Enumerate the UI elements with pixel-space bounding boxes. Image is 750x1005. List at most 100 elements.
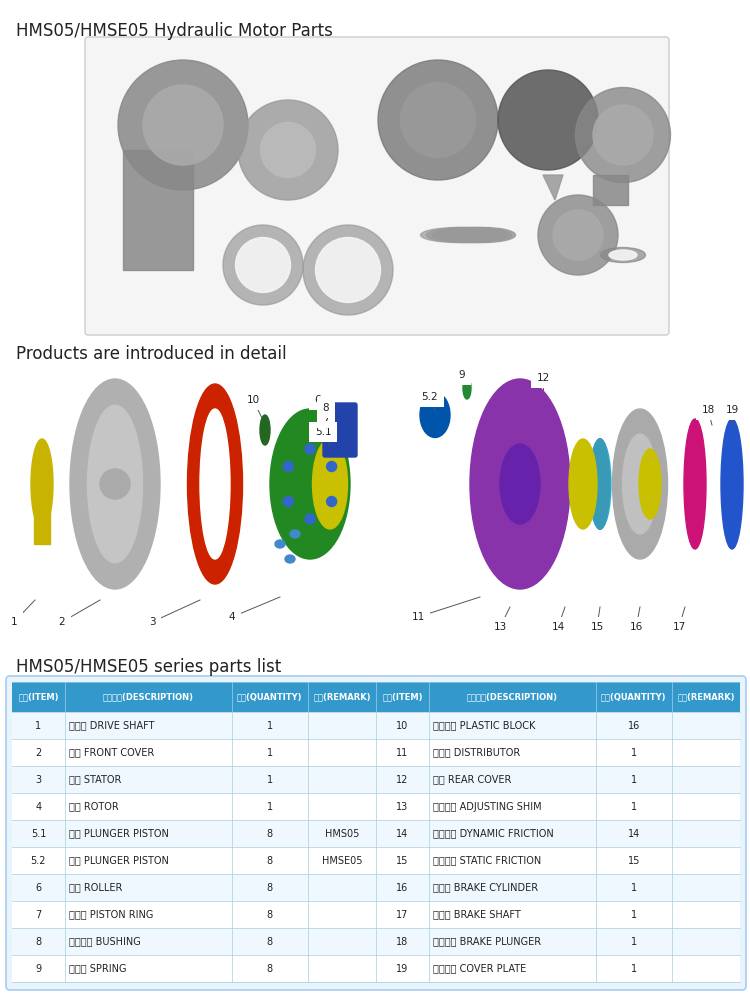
Ellipse shape <box>451 227 515 242</box>
Ellipse shape <box>589 439 611 529</box>
Ellipse shape <box>439 227 508 242</box>
Text: 1: 1 <box>631 748 637 758</box>
Text: 8: 8 <box>35 937 41 947</box>
Ellipse shape <box>200 409 230 559</box>
Ellipse shape <box>305 514 315 524</box>
Text: 传动轴 DRIVE SHAFT: 传动轴 DRIVE SHAFT <box>69 721 154 731</box>
Text: 1: 1 <box>35 721 41 731</box>
Text: 2: 2 <box>58 617 65 627</box>
Text: 10: 10 <box>396 721 409 731</box>
Ellipse shape <box>463 377 471 399</box>
Ellipse shape <box>305 444 315 454</box>
Bar <box>12 766 64 793</box>
Bar <box>429 712 596 739</box>
Bar <box>308 739 376 766</box>
Ellipse shape <box>420 393 450 437</box>
Bar <box>308 712 376 739</box>
Text: 制动轴 BRAKE SHAFT: 制动轴 BRAKE SHAFT <box>433 910 520 920</box>
Polygon shape <box>543 175 563 200</box>
Bar <box>596 766 672 793</box>
Ellipse shape <box>593 105 653 165</box>
Text: 序号(ITEM): 序号(ITEM) <box>382 692 423 701</box>
Bar <box>12 955 64 982</box>
Text: 3: 3 <box>35 775 41 785</box>
Bar <box>308 793 376 820</box>
Bar <box>308 847 376 874</box>
Bar <box>376 820 429 847</box>
Bar <box>429 847 596 874</box>
Bar <box>123 150 193 270</box>
Ellipse shape <box>118 60 248 190</box>
Bar <box>12 874 64 901</box>
Text: 5.2: 5.2 <box>422 392 438 402</box>
Ellipse shape <box>223 225 303 305</box>
Ellipse shape <box>260 415 270 445</box>
Text: 15: 15 <box>590 622 604 632</box>
Bar <box>376 955 429 982</box>
Bar <box>12 739 64 766</box>
Text: 8: 8 <box>266 882 273 892</box>
Bar <box>232 793 308 820</box>
Bar <box>64 766 232 793</box>
Ellipse shape <box>290 530 300 538</box>
Text: 1: 1 <box>266 721 273 731</box>
Bar <box>64 901 232 928</box>
Bar <box>596 739 672 766</box>
Ellipse shape <box>327 496 337 507</box>
Bar <box>672 820 740 847</box>
Bar <box>596 793 672 820</box>
Text: 7: 7 <box>322 413 329 423</box>
Bar <box>232 847 308 874</box>
Text: 部件名称(DESCRIPTION): 部件名称(DESCRIPTION) <box>466 692 558 701</box>
Bar <box>64 682 232 712</box>
Text: 1: 1 <box>266 775 273 785</box>
Text: HMS05: HMS05 <box>325 828 359 838</box>
Bar <box>429 739 596 766</box>
Text: 17: 17 <box>672 622 686 632</box>
Ellipse shape <box>601 247 646 262</box>
Text: 制动罸 BRAKE CYLINDER: 制动罸 BRAKE CYLINDER <box>433 882 538 892</box>
Text: 部件名称(DESCRIPTION): 部件名称(DESCRIPTION) <box>103 692 194 701</box>
Bar <box>429 793 596 820</box>
Text: 1: 1 <box>631 802 637 811</box>
Text: 12: 12 <box>536 373 550 383</box>
Text: 弹簧销 SPRING: 弹簧销 SPRING <box>69 964 126 974</box>
Ellipse shape <box>88 405 142 563</box>
Text: 8: 8 <box>266 910 273 920</box>
Bar <box>672 739 740 766</box>
Text: 1: 1 <box>631 910 637 920</box>
Text: 8: 8 <box>266 964 273 974</box>
Text: 备注(REMARK): 备注(REMARK) <box>313 692 370 701</box>
Text: 1: 1 <box>631 937 637 947</box>
Text: 14: 14 <box>396 828 409 838</box>
Text: 数量(QUANTITY): 数量(QUANTITY) <box>237 692 302 701</box>
Text: 制动罸盖 COVER PLATE: 制动罸盖 COVER PLATE <box>433 964 526 974</box>
Bar <box>429 901 596 928</box>
Bar <box>596 901 672 928</box>
Text: 5.1: 5.1 <box>315 427 332 437</box>
Ellipse shape <box>284 461 293 471</box>
Bar <box>596 820 672 847</box>
Text: 1: 1 <box>631 964 637 974</box>
Text: 11: 11 <box>411 612 424 622</box>
Ellipse shape <box>238 100 338 200</box>
Text: 19: 19 <box>725 405 739 415</box>
Bar <box>672 901 740 928</box>
Bar <box>429 682 596 712</box>
Text: 调节垃片 ADJUSTING SHIM: 调节垃片 ADJUSTING SHIM <box>433 802 542 811</box>
Bar <box>376 901 429 928</box>
Bar <box>12 928 64 955</box>
Text: 数量(QUANTITY): 数量(QUANTITY) <box>601 692 667 701</box>
Ellipse shape <box>421 227 496 242</box>
Text: HMS05/HMSE05 Hydraulic Motor Parts: HMS05/HMSE05 Hydraulic Motor Parts <box>16 22 333 40</box>
Text: 5.1: 5.1 <box>31 828 46 838</box>
Bar <box>672 793 740 820</box>
Ellipse shape <box>275 540 285 548</box>
Text: 10: 10 <box>247 395 259 405</box>
Ellipse shape <box>592 439 608 529</box>
Text: 静摩擦片 STATIC FRICTION: 静摩擦片 STATIC FRICTION <box>433 855 541 865</box>
Bar <box>308 766 376 793</box>
Bar <box>596 874 672 901</box>
Text: 8: 8 <box>322 403 329 413</box>
Text: 13: 13 <box>494 622 507 632</box>
